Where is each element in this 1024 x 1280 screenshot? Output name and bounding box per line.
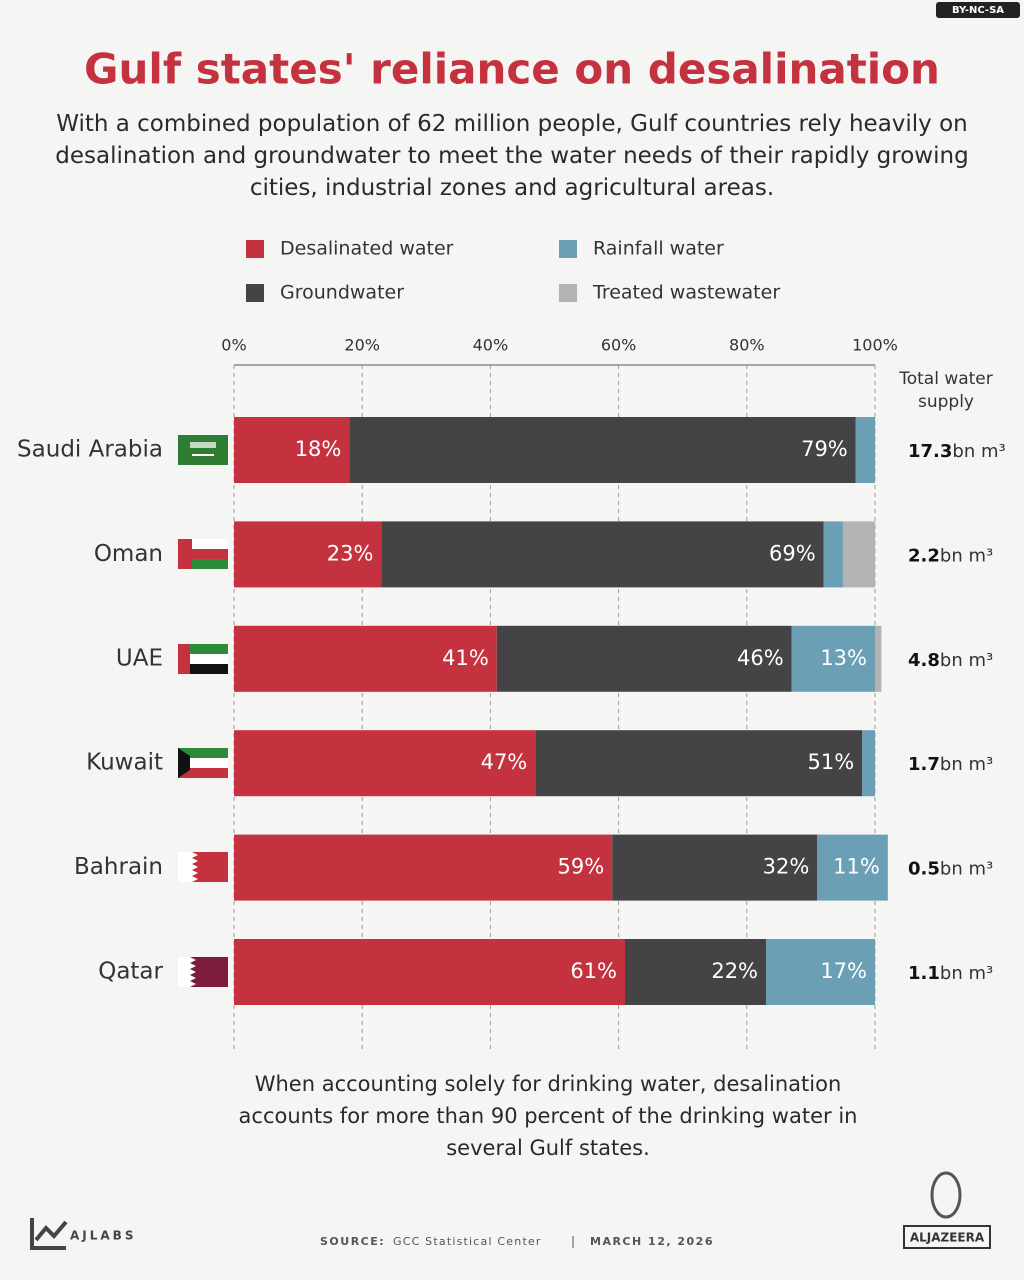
total-value: 1.1 (908, 963, 940, 984)
flag-oman (178, 539, 228, 569)
value-label: 46% (737, 646, 784, 670)
value-label: 32% (763, 855, 810, 879)
bar-segment (234, 521, 382, 588)
legend-label: Groundwater (280, 282, 404, 304)
total-unit: bn m³ (940, 963, 993, 984)
brand-logo (930, 1171, 962, 1219)
total-unit: bn m³ (940, 650, 993, 671)
value-label: 23% (327, 541, 374, 565)
bar-segment (842, 521, 875, 588)
bar-segment (381, 521, 824, 588)
legend-swatch (559, 240, 577, 258)
flag-saudi (178, 435, 228, 465)
legend-label: Treated wastewater (592, 282, 780, 304)
bar-segment (862, 730, 875, 797)
total-value: 17.3 (908, 441, 952, 462)
legend-label: Rainfall water (593, 238, 724, 260)
value-label: 69% (769, 541, 816, 565)
total-unit: bn m³ (940, 754, 993, 775)
bar-segment (234, 939, 626, 1005)
bar-segment (234, 417, 350, 483)
legend-swatch (246, 284, 264, 302)
value-label: 41% (442, 646, 489, 670)
y-tick-label: Qatar (98, 959, 163, 985)
x-tick-label: 0% (221, 336, 246, 355)
y-tick-label: Saudi Arabia (17, 437, 163, 463)
bar-segment (234, 834, 613, 901)
bar-segment (612, 834, 818, 901)
total-value: 1.7 (908, 754, 940, 775)
flag-uae (178, 644, 228, 674)
y-tick-label: Kuwait (86, 750, 163, 776)
chart-title: Gulf states' reliance on desalination (84, 45, 940, 94)
bar-segment (875, 625, 882, 692)
x-tick-label: 80% (729, 336, 765, 355)
bar-segment (817, 834, 888, 901)
brand: ALJAZEERA (910, 1231, 985, 1245)
value-label: 17% (820, 959, 867, 983)
date: MARCH 12, 2026 (590, 1235, 714, 1248)
value-label: 18% (295, 437, 342, 461)
total-value: 2.2 (908, 545, 940, 566)
value-label: 13% (820, 646, 867, 670)
source: GCC Statistical Center (393, 1235, 542, 1248)
total-value: 0.5 (908, 859, 940, 880)
total-label: 17.3bn m³ (908, 441, 1006, 462)
value-label: 61% (570, 959, 617, 983)
bar-segment (234, 625, 497, 692)
total-unit: bn m³ (952, 441, 1005, 462)
license-badge (936, 2, 1020, 18)
value-label: 51% (807, 750, 854, 774)
legend-swatch (559, 284, 577, 302)
y-tick-label: Bahrain (74, 854, 163, 880)
bar-segment (535, 730, 863, 797)
legend-label: Desalinated water (280, 238, 454, 260)
bar-segment (823, 521, 843, 588)
value-label: 22% (711, 959, 758, 983)
flag-qatar (178, 957, 228, 987)
bar-segment (234, 730, 536, 797)
total-unit: bn m³ (940, 859, 993, 880)
bar-segment (766, 939, 875, 1005)
total-label: 1.1bn m³ (908, 963, 993, 984)
source-label: SOURCE: (320, 1235, 385, 1248)
bar-segment (855, 417, 875, 483)
ajlabs-logo (30, 1218, 68, 1250)
x-tick-label: 100% (852, 336, 898, 355)
total-label: 2.2bn m³ (908, 545, 993, 566)
license: BY-NC-SA (952, 5, 1004, 16)
total-label: 4.8bn m³ (908, 650, 993, 671)
bar-segment (349, 417, 856, 483)
bar-segment (791, 625, 875, 692)
bar-segment (496, 625, 792, 692)
brand-box (903, 1225, 991, 1249)
y-tick-label: Oman (94, 541, 163, 567)
total-label: 0.5bn m³ (908, 859, 993, 880)
x-tick-label: 40% (473, 336, 509, 355)
total-value: 4.8 (908, 650, 940, 671)
x-tick-label: 60% (601, 336, 637, 355)
totals-title: Total water supply (898, 369, 993, 412)
value-label: 11% (833, 855, 880, 879)
value-label: 59% (558, 855, 605, 879)
total-label: 1.7bn m³ (908, 754, 993, 775)
footnote: When accounting solely for drinking wate… (238, 1072, 858, 1160)
value-label: 79% (801, 437, 848, 461)
subtitle: With a combined population of 62 million… (55, 111, 969, 201)
bar-segment (625, 939, 767, 1005)
x-tick-label: 20% (344, 336, 380, 355)
legend-swatch (246, 240, 264, 258)
total-unit: bn m³ (940, 545, 993, 566)
lab-credit: AJLABS (70, 1229, 136, 1243)
y-tick-label: UAE (116, 645, 163, 671)
value-label: 47% (481, 750, 528, 774)
flag-kuwait (178, 748, 228, 778)
flag-bahrain (178, 852, 228, 882)
